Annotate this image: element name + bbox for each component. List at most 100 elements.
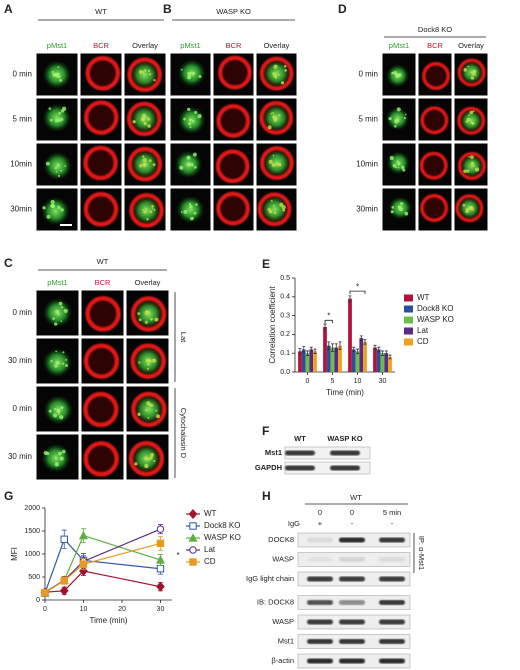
pmst1-speck: [401, 165, 405, 170]
row-label: 10min: [10, 160, 32, 169]
pmst1-speck: [154, 317, 159, 322]
panel-letter: B: [163, 2, 172, 16]
x-tick-label: 10: [354, 378, 362, 385]
error-bar: [327, 341, 331, 350]
pmst1-speck: [179, 165, 184, 170]
pmst1-speck: [469, 110, 474, 115]
marker: [60, 576, 68, 585]
igg-label: IgG: [288, 519, 300, 528]
pmst1-speck: [57, 312, 60, 316]
pmst1-speck: [270, 112, 273, 115]
pmst1-speck: [470, 71, 473, 74]
error-bar: [306, 350, 309, 356]
pmst1-speck: [52, 317, 55, 320]
pmst1-speck: [392, 164, 397, 168]
pmst1-speck: [56, 408, 60, 412]
pmst1-speck: [194, 165, 197, 169]
pmst1-blob: [260, 195, 289, 224]
y-tick-label: 500: [28, 574, 40, 581]
pmst1-speck: [147, 117, 151, 121]
blot-band: [307, 600, 333, 605]
blot-row-label: WASP: [272, 554, 294, 563]
column-label: Overlay: [264, 41, 290, 50]
pmst1-speck: [59, 456, 64, 461]
blot-band: [379, 537, 405, 543]
legend-label: Lat: [417, 326, 429, 335]
pmst1-speck: [57, 66, 60, 68]
blot-band: [285, 465, 315, 471]
bar: [309, 349, 314, 372]
pmst1-speck: [153, 78, 156, 82]
bcr-ring: [83, 145, 118, 181]
pmst1-speck: [50, 199, 55, 205]
bar: [348, 298, 352, 372]
pmst1-speck: [468, 155, 471, 158]
pmst1-speck: [61, 362, 65, 365]
blot-band: [379, 600, 405, 605]
pmst1-speck: [281, 205, 286, 210]
micrograph: [417, 52, 453, 97]
micrograph: [417, 187, 453, 232]
pmst1-speck: [153, 459, 156, 463]
marker: [156, 581, 165, 592]
group-label: WASP KO: [216, 7, 251, 16]
pmst1-speck: [54, 456, 57, 459]
annotation: *: [327, 311, 330, 320]
pmst1-speck: [48, 107, 52, 110]
y-tick-label: 0.1: [280, 350, 290, 357]
row-label: 5 min: [12, 115, 32, 124]
blot-band: [379, 557, 405, 562]
error-bar: [373, 344, 377, 351]
pmst1-speck: [402, 168, 406, 172]
pmst1-speck: [191, 119, 195, 123]
pmst1-speck: [189, 71, 192, 74]
pmst1-speck: [190, 163, 194, 167]
column-label: Overlay: [132, 41, 158, 50]
pmst1-speck: [271, 163, 276, 167]
micrograph: [255, 52, 298, 97]
blot-band: [307, 658, 333, 664]
micrograph: [212, 187, 255, 232]
legend-label: WASP KO: [417, 315, 454, 324]
pmst1-speck: [137, 412, 141, 416]
micrograph: [255, 97, 298, 142]
series-line: [44, 542, 161, 594]
marker: [78, 530, 89, 540]
pmst1-speck: [54, 166, 58, 170]
pmst1-speck: [151, 358, 157, 363]
pmst1-speck: [272, 112, 275, 114]
legend-marker: [189, 546, 197, 554]
pmst1-speck: [50, 203, 56, 209]
pmst1-speck: [54, 462, 59, 467]
error-bar: [334, 343, 338, 352]
pmst1-speck: [152, 163, 156, 167]
igg-sign: -: [351, 519, 354, 528]
column-label: pMst1: [180, 41, 200, 50]
pmst1-speck: [398, 205, 401, 209]
bcr-ring: [420, 106, 449, 135]
pmst1-speck: [144, 456, 149, 461]
pmst1-speck: [60, 306, 64, 309]
annotation: *: [356, 282, 359, 291]
panel-letter: E: [262, 257, 270, 271]
legend-swatch: [404, 294, 413, 302]
y-axis-label: MFI: [10, 547, 19, 561]
pmst1-speck: [274, 76, 278, 79]
pmst1-speck: [278, 114, 281, 117]
blot-band: [307, 639, 333, 644]
micrograph: [453, 142, 489, 187]
lane-label: WT: [294, 434, 306, 443]
pmst1-blob: [176, 195, 205, 224]
micrograph: [35, 289, 80, 337]
bcr-ring: [215, 149, 250, 184]
micrograph: [79, 97, 123, 142]
row-label: 0 min: [358, 70, 378, 79]
error-bar: [338, 341, 342, 350]
pmst1-speck: [280, 81, 285, 85]
pmst1-speck: [466, 169, 470, 173]
pmst1-speck: [197, 114, 202, 119]
pmst1-speck: [142, 157, 147, 163]
pmst1-speck: [143, 210, 147, 214]
pmst1-speck: [151, 205, 154, 208]
